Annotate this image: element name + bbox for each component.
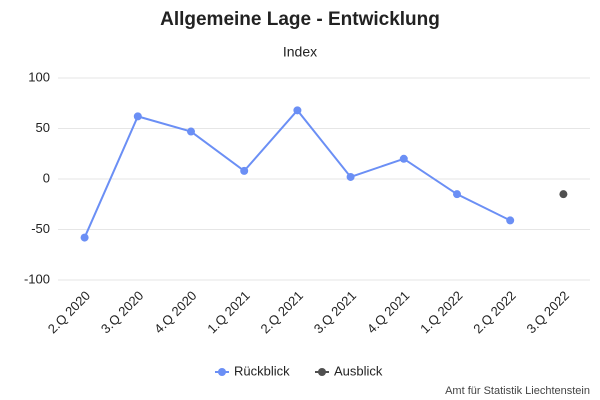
x-tick-label: 3.Q 2022 xyxy=(524,288,572,336)
y-tick-label: 100 xyxy=(28,69,50,84)
series-line xyxy=(83,108,511,238)
x-tick-label: 2.Q 2021 xyxy=(258,288,306,336)
legend-label: Rückblick xyxy=(234,363,290,378)
x-tick-label: 4.Q 2021 xyxy=(364,288,412,336)
x-tick-label: 1.Q 2021 xyxy=(204,288,252,336)
point xyxy=(559,190,568,199)
y-tick-label: -50 xyxy=(31,221,50,236)
point xyxy=(399,154,408,163)
chart-subtitle: Index xyxy=(283,44,317,60)
point xyxy=(133,112,142,121)
y-tick-label: 0 xyxy=(43,170,50,185)
x-tick-label: 1.Q 2022 xyxy=(417,288,465,336)
point xyxy=(506,216,515,225)
point xyxy=(293,106,302,115)
point xyxy=(453,190,461,199)
source: Amt für Statistik Liechtenstein xyxy=(445,385,590,397)
legend-label: Ausblick xyxy=(334,363,383,378)
x-tick-label: 2.Q 2022 xyxy=(470,288,518,336)
y-tick-label: -100 xyxy=(24,271,50,286)
point xyxy=(346,172,355,181)
legend-swatch xyxy=(318,368,326,376)
x-tick-label: 3.Q 2021 xyxy=(311,288,359,336)
x-tick-label: 2.Q 2020 xyxy=(45,288,93,336)
point xyxy=(187,127,195,136)
y-tick-label: 50 xyxy=(36,120,50,135)
legend-swatch xyxy=(218,368,226,376)
point xyxy=(80,233,89,242)
point xyxy=(240,166,249,175)
chart-title: Allgemeine Lage - Entwicklung xyxy=(160,9,440,30)
x-tick-label: 3.Q 2020 xyxy=(98,288,146,336)
x-tick-label: 4.Q 2020 xyxy=(151,288,199,336)
